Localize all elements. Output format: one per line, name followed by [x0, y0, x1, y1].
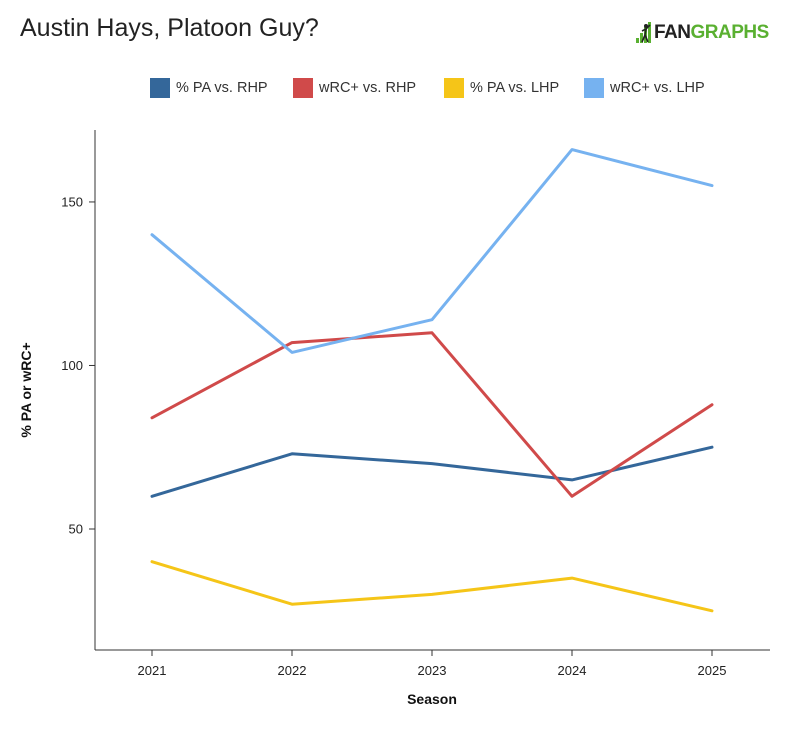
y-axis-label: % PA or wRC+ [18, 342, 34, 437]
series-line [150, 445, 714, 498]
legend-item[interactable]: wRC+ vs. RHP [293, 78, 416, 98]
series-line [150, 148, 714, 354]
chart-ticks: 50 100 150 2021 2022 2023 2024 2025 [61, 194, 726, 678]
legend-label: wRC+ vs. LHP [610, 80, 705, 96]
fangraphs-bars-icon [636, 22, 651, 43]
legend-item[interactable]: wRC+ vs. LHP [584, 78, 705, 98]
legend-swatch [293, 78, 313, 98]
legend-swatch [150, 78, 170, 98]
x-tick-label: 2024 [558, 663, 587, 678]
legend-label: wRC+ vs. RHP [319, 80, 417, 96]
chart-axis-labels: Season % PA or wRC+ [18, 342, 457, 707]
logo-graphs-text: GRAPHS [690, 22, 770, 43]
legend-swatch [444, 78, 464, 98]
y-tick-label: 100 [61, 358, 83, 373]
x-tick-label: 2022 [278, 663, 307, 678]
legend-item[interactable]: % PA vs. LHP [444, 78, 559, 98]
y-tick-label: 50 [69, 521, 83, 536]
legend-label: % PA vs. RHP [176, 80, 268, 96]
y-tick-label: 150 [61, 194, 83, 209]
chart-legend: % PA vs. RHP wRC+ vs. RHP % PA vs. LHP wRC+… [0, 78, 800, 102]
series-line [150, 560, 714, 613]
chart-title: Austin Hays, Platoon Guy? [20, 14, 319, 42]
x-tick-label: 2025 [698, 663, 727, 678]
legend-item[interactable]: % PA vs. RHP [150, 78, 268, 98]
x-tick-label: 2021 [138, 663, 167, 678]
series-line [150, 331, 714, 498]
x-axis-label: Season [407, 691, 457, 707]
logo-fan-text: FAN [654, 22, 691, 43]
legend-swatch [584, 78, 604, 98]
chart-axes [94, 130, 770, 651]
legend-label: % PA vs. LHP [470, 80, 560, 96]
chart-series [150, 148, 714, 613]
x-tick-label: 2023 [418, 663, 447, 678]
fangraphs-logo: FAN GRAPHS [636, 22, 769, 44]
